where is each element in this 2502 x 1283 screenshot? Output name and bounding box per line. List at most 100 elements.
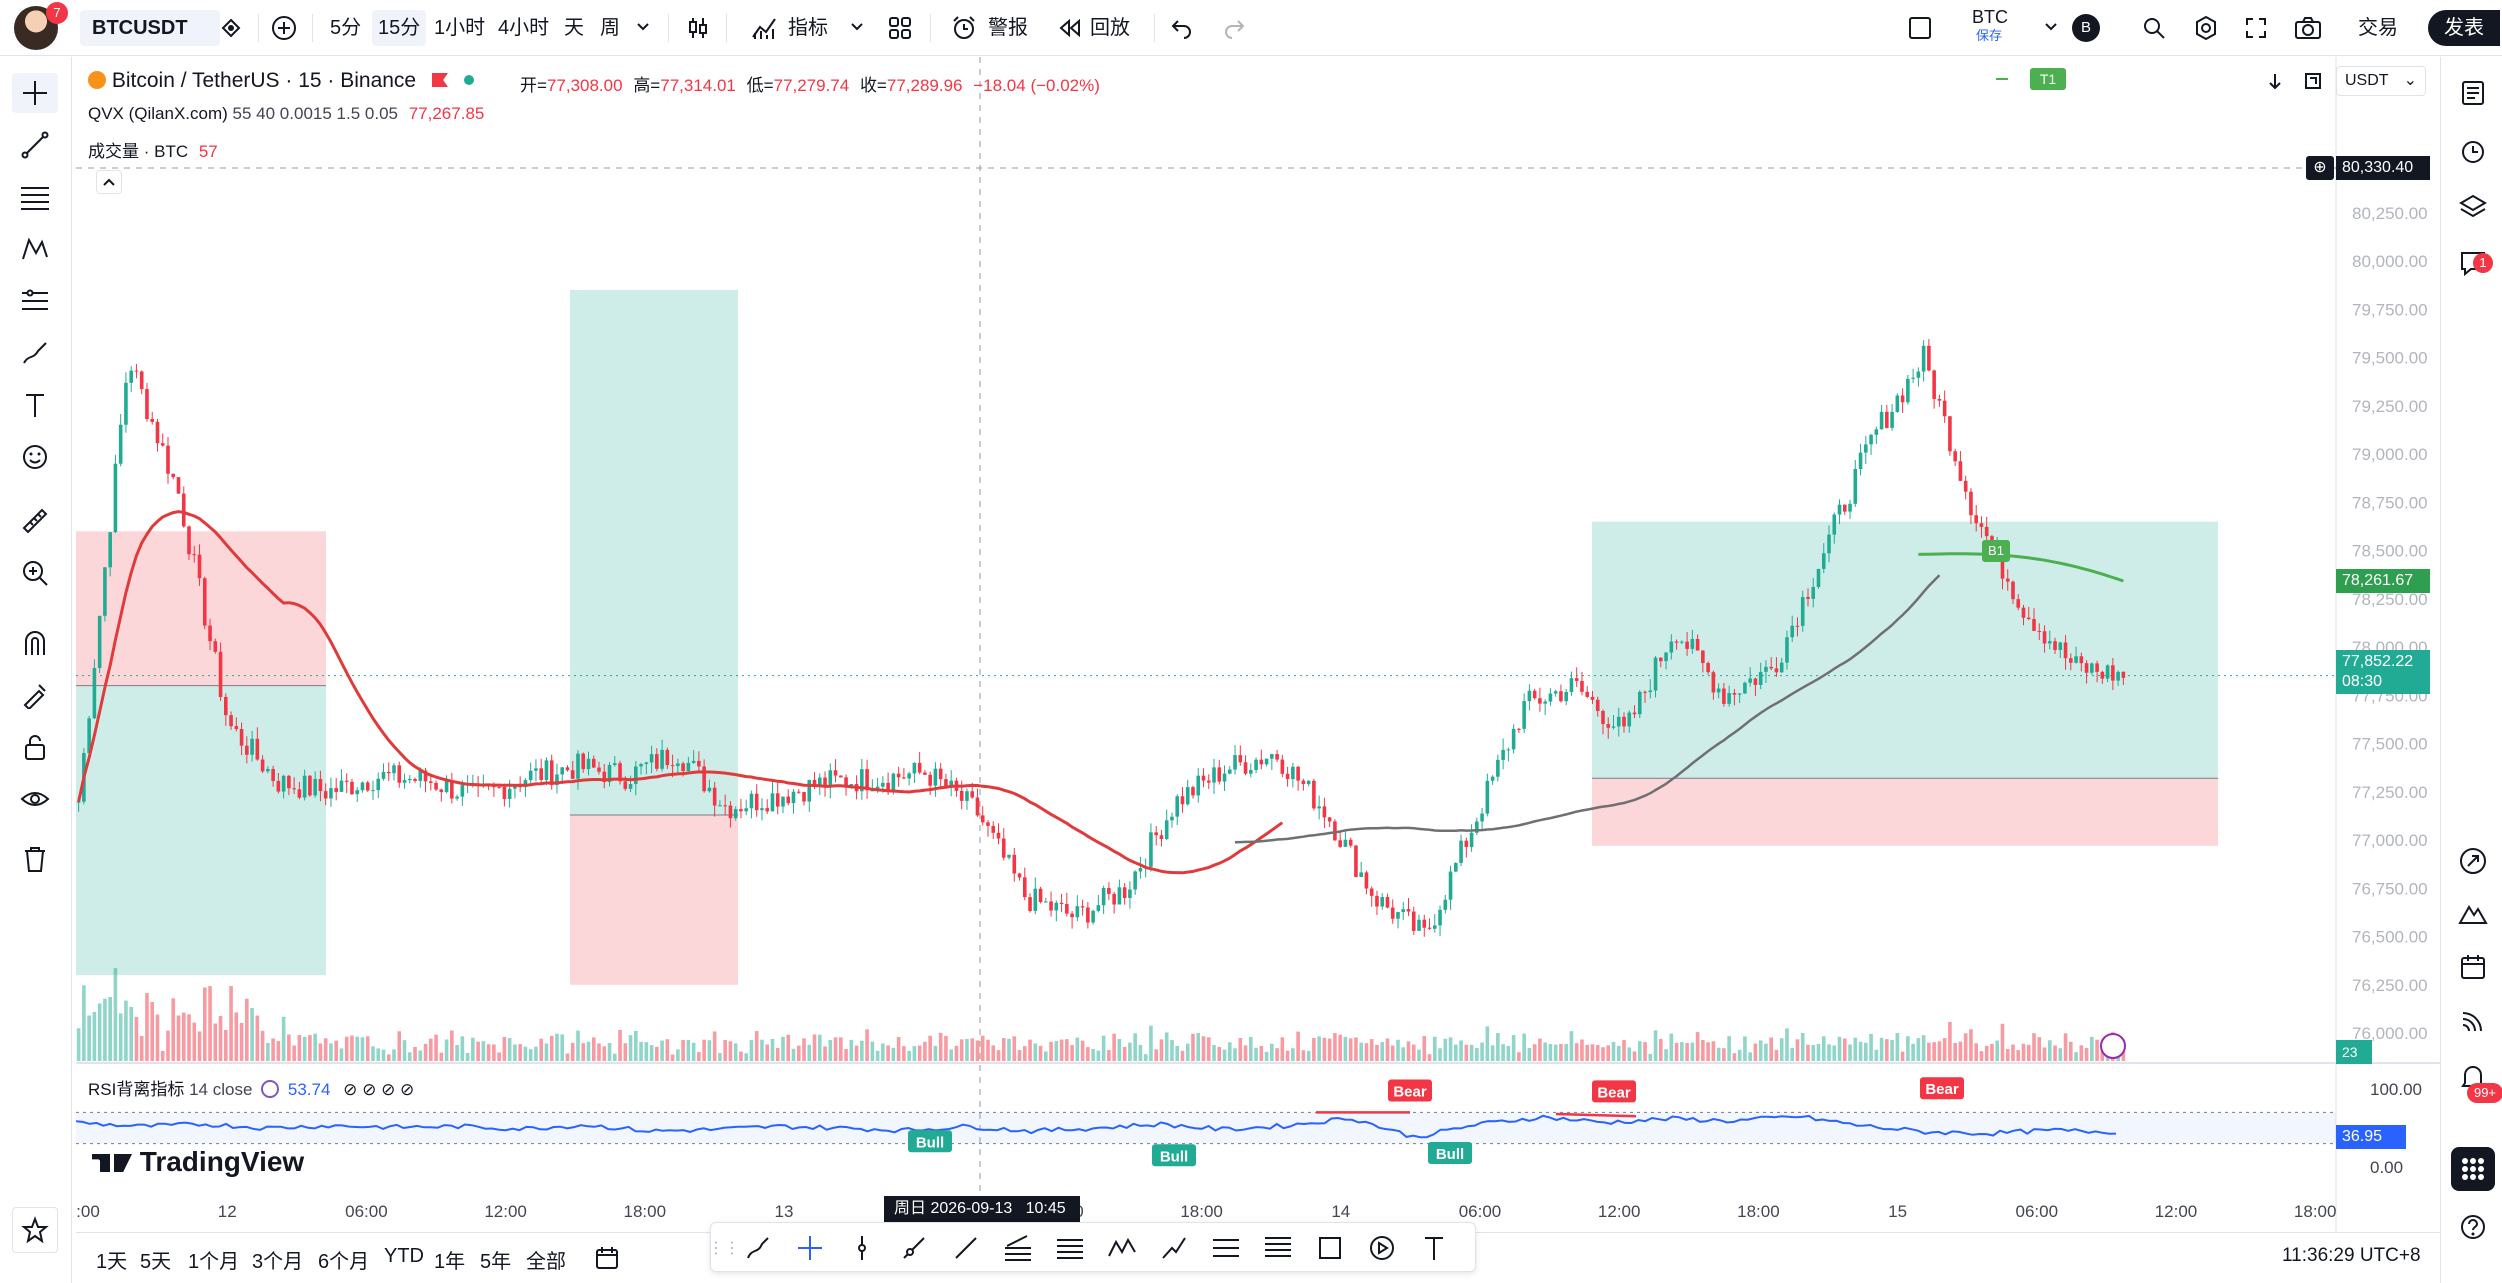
candle-body [344, 780, 349, 782]
hlines-tool-icon[interactable] [1053, 1231, 1087, 1265]
chevron-down-icon[interactable] [2040, 16, 2062, 38]
fib-channel-icon[interactable] [1261, 1231, 1295, 1265]
volume-bar [1590, 1044, 1595, 1061]
target-icon[interactable] [2453, 841, 2493, 881]
alert-clock-icon[interactable] [948, 12, 980, 44]
interval-1h[interactable]: 1小时 [434, 17, 486, 39]
range-all[interactable]: 全部 [526, 1251, 566, 1273]
ray-icon[interactable] [897, 1231, 931, 1265]
range-5y[interactable]: 5年 [480, 1251, 512, 1273]
brush-icon[interactable] [12, 333, 58, 373]
time-tick: 12:00 [484, 1202, 527, 1221]
fullscreen-icon[interactable] [2240, 12, 2272, 44]
magnet-icon[interactable] [12, 623, 58, 663]
zigzag-icon[interactable] [1105, 1231, 1139, 1265]
clock[interactable]: 11:36:29 UTC+8 [2282, 1245, 2421, 1266]
horizontal-lines-icon[interactable] [12, 177, 58, 217]
eye-icon[interactable] [12, 779, 58, 819]
chevron-down-icon[interactable] [846, 16, 868, 38]
trash-icon[interactable] [12, 839, 58, 879]
volume-legend[interactable]: 成交量 · BTC 57 [88, 137, 218, 162]
settings-icon[interactable] [2190, 12, 2222, 44]
symbol-legend[interactable]: Bitcoin / TetherUS · 15 · Binance [88, 69, 474, 93]
candle-body [1411, 911, 1416, 931]
apps-grid-icon[interactable] [2451, 1147, 2495, 1191]
drag-handle-icon[interactable]: ⋮⋮ [708, 1240, 740, 1257]
layout-square-icon[interactable] [1904, 12, 1936, 44]
add-symbol-icon[interactable] [268, 12, 300, 44]
symbol-search[interactable]: BTCUSDT [80, 10, 220, 46]
brush-tool-icon[interactable] [741, 1231, 775, 1265]
alarm-clock-icon[interactable] [2453, 131, 2493, 171]
crosshair-icon[interactable] [12, 73, 58, 113]
pattern-icon[interactable] [12, 229, 58, 269]
fib-tool-icon[interactable] [1209, 1231, 1243, 1265]
calendar-icon[interactable] [2453, 947, 2493, 987]
interval-15m[interactable]: 15分 [372, 10, 427, 46]
interval-4h[interactable]: 4小时 [498, 17, 550, 39]
add-alert-icon[interactable]: ⊕ [2306, 156, 2334, 180]
path-icon[interactable] [1157, 1231, 1191, 1265]
collapse-legend-icon[interactable] [96, 170, 122, 194]
price-chart[interactable]: 0.00 100.00 Bull Bull Bull Bear Bear Bear 76,00… [76, 57, 2440, 1232]
candle-body [639, 764, 643, 767]
range-1y[interactable]: 1年 [434, 1251, 466, 1273]
range-3m[interactable]: 3个月 [252, 1251, 304, 1273]
trend-line-icon[interactable] [12, 125, 58, 165]
indicators-button[interactable]: 指标 [788, 17, 828, 39]
currency-select[interactable]: USDT ⌄ [2336, 66, 2426, 96]
range-5d[interactable]: 5天 [140, 1251, 172, 1273]
range-6m[interactable]: 6个月 [318, 1251, 370, 1273]
undo-icon[interactable] [1166, 12, 1198, 44]
range-ytd[interactable]: YTD [384, 1245, 424, 1267]
lock-draw-icon[interactable] [12, 675, 58, 715]
user-initial[interactable]: B [2072, 14, 2100, 42]
layout-grid-icon[interactable] [884, 12, 916, 44]
zoom-in-icon[interactable] [12, 553, 58, 593]
play-icon[interactable] [1365, 1231, 1399, 1265]
interval-week[interactable]: 周 [600, 17, 620, 39]
trend-tool-icon[interactable] [949, 1231, 983, 1265]
lock-icon[interactable] [12, 727, 58, 767]
alert-button[interactable]: 警报 [988, 17, 1028, 39]
range-1d[interactable]: 1天 [96, 1251, 128, 1273]
camera-icon[interactable] [2292, 12, 2324, 44]
rectangle-icon[interactable] [1313, 1231, 1347, 1265]
layers-icon[interactable] [2453, 187, 2493, 227]
goto-date-icon[interactable] [592, 1243, 622, 1273]
candles-icon[interactable] [682, 12, 714, 44]
emoji-icon[interactable] [12, 437, 58, 477]
channel-icon[interactable] [1001, 1231, 1035, 1265]
replay-icon[interactable] [1054, 12, 1086, 44]
replay-button[interactable]: 回放 [1090, 17, 1130, 39]
interval-day[interactable]: 天 [564, 17, 584, 39]
text-icon[interactable] [12, 385, 58, 425]
arrow-down-icon[interactable] [2264, 68, 2286, 94]
auto-scale-icon[interactable] [2300, 68, 2326, 94]
crosshair-tool-icon[interactable] [793, 1231, 827, 1265]
publish-button[interactable]: 发表 [2428, 10, 2500, 46]
quick-search-icon[interactable] [2138, 12, 2170, 44]
watch-icon[interactable] [216, 14, 246, 42]
vertical-line-icon[interactable] [845, 1231, 879, 1265]
rsi-bull-label-bg [908, 1130, 952, 1153]
mountains-icon[interactable] [2453, 893, 2493, 933]
fib-icon[interactable] [12, 281, 58, 321]
ruler-icon[interactable] [12, 501, 58, 541]
text-tool-icon[interactable] [1417, 1231, 1451, 1265]
range-1m[interactable]: 1个月 [188, 1251, 240, 1273]
interval-5m[interactable]: 5分 [330, 17, 362, 39]
volume-bar [702, 1039, 706, 1061]
rsi-legend[interactable]: RSI背离指标 14 close 53.74 ⊘ ⊘ ⊘ ⊘ [88, 1075, 414, 1100]
watchlist-icon[interactable] [2453, 73, 2493, 113]
indicators-icon[interactable] [748, 12, 780, 44]
broadcast-icon[interactable] [2453, 1001, 2493, 1041]
redo-icon[interactable] [1218, 12, 1250, 44]
favorites-star-icon[interactable] [12, 1207, 58, 1253]
help-icon[interactable] [2453, 1207, 2493, 1247]
save-button[interactable]: 保存 [1976, 28, 2003, 43]
flag-icon[interactable] [431, 73, 448, 87]
indicator-legend[interactable]: QVX (QilanX.com) 55 40 0.0015 1.5 0.05 7… [88, 104, 484, 124]
chevron-down-icon[interactable] [632, 16, 654, 38]
trade-button[interactable]: 交易 [2358, 17, 2398, 39]
